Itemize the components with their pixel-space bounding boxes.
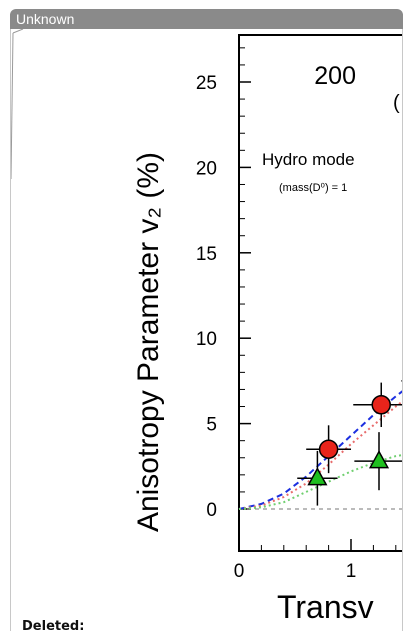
document-panel: 0 5 10 15 20 25 0 1 200 ( Hydro mode (mass(D⁰) … bbox=[10, 29, 403, 631]
model-curve bbox=[238, 454, 402, 510]
chart-annotation: Hydro mode bbox=[262, 150, 355, 169]
x-axis-label: Transv bbox=[277, 589, 374, 625]
data-point-triangle bbox=[307, 467, 328, 486]
y-tick-label: 15 bbox=[196, 244, 217, 265]
y-tick-label: 25 bbox=[196, 73, 217, 94]
comment-leader-line bbox=[11, 29, 24, 180]
plot-frame bbox=[238, 34, 402, 552]
x-tick-label: 1 bbox=[346, 561, 357, 582]
y-tick-label: 5 bbox=[206, 415, 217, 436]
model-curve bbox=[238, 390, 402, 510]
window-title: Unknown bbox=[16, 11, 75, 27]
deleted-comment-label: Deleted: bbox=[22, 619, 85, 634]
chart-annotation-sub: (mass(D⁰) = 1 bbox=[279, 182, 347, 194]
data-point-circle bbox=[371, 395, 391, 415]
y-axis-label: Anisotropy Parameter v₂ (%) bbox=[132, 152, 165, 532]
v2-chart: 0 5 10 15 20 25 0 1 200 ( Hydro mode (mass(D⁰) … bbox=[132, 34, 402, 625]
chart-title: 200 bbox=[314, 62, 356, 90]
chart-axes: 0 5 10 15 20 25 0 1 bbox=[196, 34, 402, 582]
y-tick-label: 10 bbox=[196, 329, 217, 350]
chart-title-line2: ( bbox=[393, 92, 400, 114]
y-tick-label: 0 bbox=[206, 500, 217, 521]
data-point-triangle bbox=[368, 450, 390, 469]
y-tick-label: 20 bbox=[196, 158, 217, 179]
data-point-circle bbox=[318, 439, 339, 459]
window-titlebar[interactable]: Unknown bbox=[10, 9, 403, 29]
x-tick-label: 0 bbox=[234, 561, 245, 582]
chart-marks bbox=[297, 380, 402, 506]
chart-curves bbox=[238, 390, 402, 510]
